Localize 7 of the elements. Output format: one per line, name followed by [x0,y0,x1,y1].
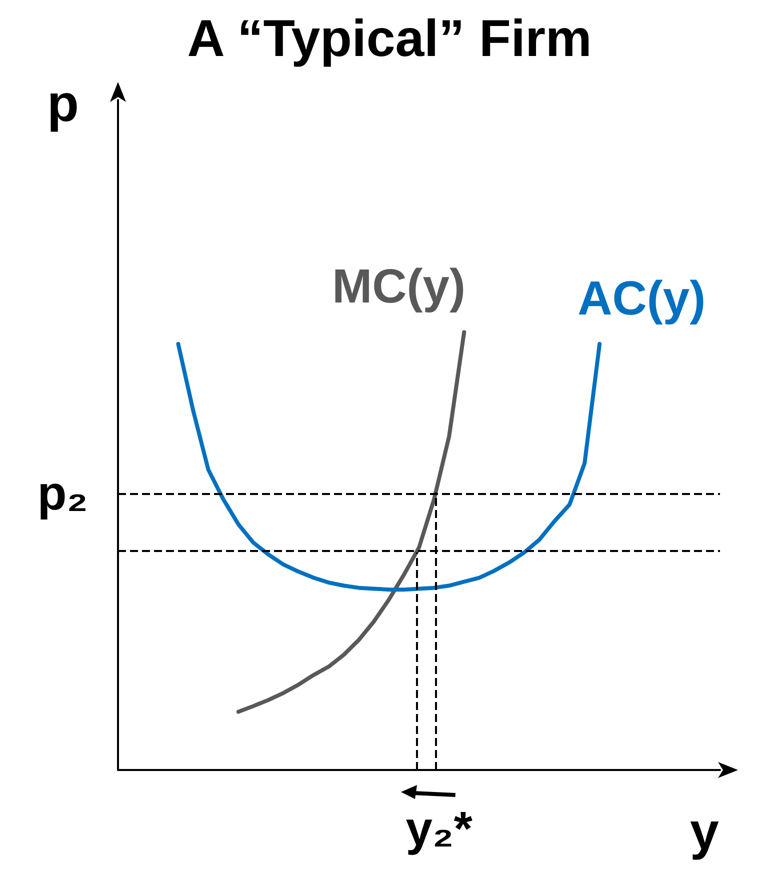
chart-title: A “Typical” Firm [187,10,592,68]
series-label: AC(y) [578,272,706,326]
series-label: MC(y) [332,260,466,314]
x-axis-title: y [690,803,719,861]
ref-line-label: p₂ [37,468,88,521]
y-axis-title: p [47,75,79,133]
text: y₂* [406,802,472,858]
